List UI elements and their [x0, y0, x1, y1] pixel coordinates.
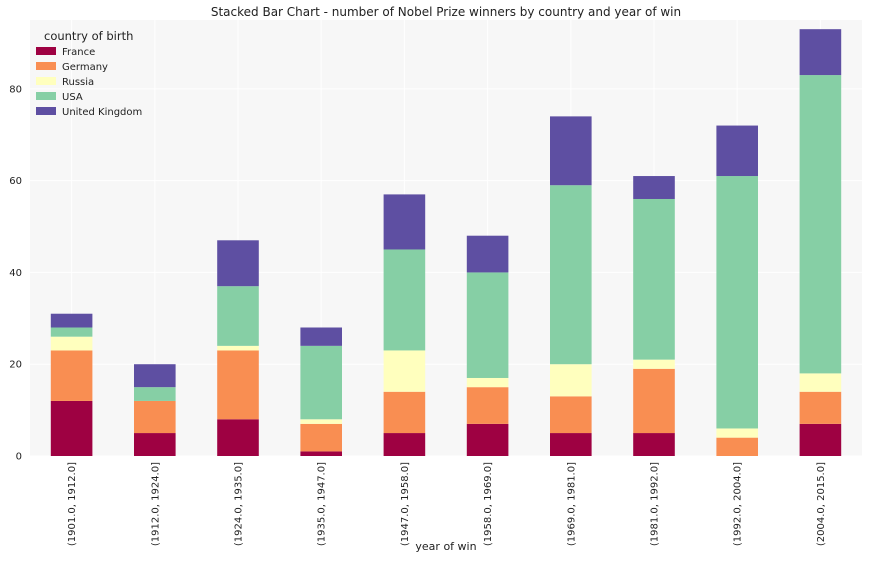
bar-united-kingdom-7 — [633, 176, 675, 199]
bar-france-6 — [550, 433, 592, 456]
bar-usa-9 — [799, 75, 842, 374]
bar-germany-1 — [134, 400, 176, 434]
x-tick-label: (1935.0, 1947.0] — [317, 462, 328, 546]
legend: country of birth France Germany Russia USA U… — [36, 29, 142, 118]
bar-germany-4 — [383, 391, 426, 434]
legend-label: USA — [62, 92, 83, 103]
bar-usa-7 — [633, 198, 675, 360]
bar-usa-3 — [300, 345, 342, 420]
bar-germany-9 — [799, 391, 842, 424]
bar-usa-5 — [466, 272, 509, 378]
bar-usa-6 — [550, 185, 592, 365]
legend-label: France — [62, 47, 95, 58]
bars — [50, 29, 842, 456]
bar-united-kingdom-6 — [550, 116, 592, 186]
x-tick-labels: (1901.0, 1912.0] (1912.0, 1924.0] (1924.0,… — [67, 462, 827, 546]
bar-russia-9 — [799, 373, 842, 392]
x-tick-label: (1981.0, 1992.0] — [650, 462, 661, 546]
y-tick-label: 0 — [16, 452, 22, 463]
bar-germany-5 — [466, 387, 509, 424]
bar-usa-4 — [383, 249, 426, 351]
bar-usa-2 — [217, 286, 259, 346]
bar-russia-0 — [50, 336, 93, 351]
bar-russia-7 — [633, 359, 675, 369]
bar-united-kingdom-5 — [466, 235, 509, 273]
y-tick-label: 60 — [9, 176, 22, 187]
legend-title: country of birth — [44, 29, 133, 43]
bar-usa-1 — [134, 387, 176, 401]
bar-russia-4 — [383, 350, 426, 392]
bar-russia-2 — [217, 345, 259, 351]
bar-germany-6 — [550, 396, 592, 434]
bar-united-kingdom-1 — [134, 364, 176, 388]
bar-germany-0 — [50, 350, 93, 401]
bar-france-9 — [799, 423, 842, 456]
legend-swatch — [36, 47, 56, 55]
bar-germany-3 — [300, 423, 342, 452]
legend-swatch — [36, 92, 56, 100]
x-tick-label: (1969.0, 1981.0] — [566, 462, 577, 546]
bar-united-kingdom-3 — [300, 327, 342, 346]
bar-germany-8 — [716, 437, 758, 456]
legend-swatch — [36, 107, 56, 115]
x-tick-label: (1992.0, 2004.0] — [733, 462, 744, 546]
bar-united-kingdom-0 — [50, 313, 93, 328]
y-tick-labels: 0 20 40 60 80 — [9, 84, 22, 462]
bar-germany-7 — [633, 368, 675, 434]
y-tick-label: 80 — [9, 84, 22, 95]
bar-united-kingdom-2 — [217, 240, 259, 287]
chart-title: Stacked Bar Chart - number of Nobel Priz… — [211, 5, 681, 19]
y-tick-label: 20 — [9, 360, 22, 371]
bar-france-2 — [217, 419, 259, 456]
bar-usa-8 — [716, 176, 758, 429]
x-tick-label: (1912.0, 1924.0] — [150, 462, 161, 546]
bar-france-5 — [466, 423, 509, 456]
legend-label: Germany — [62, 62, 108, 73]
x-tick-label: (1947.0, 1958.0] — [400, 462, 411, 546]
x-axis-label: year of win — [415, 540, 476, 553]
x-tick-label: (2004.0, 2015.0] — [816, 462, 827, 546]
bar-russia-8 — [716, 428, 758, 438]
y-tick-label: 40 — [9, 268, 22, 279]
bar-france-1 — [134, 433, 176, 456]
bar-germany-2 — [217, 350, 259, 420]
x-tick-label: (1901.0, 1912.0] — [67, 462, 78, 546]
bar-russia-3 — [300, 419, 342, 424]
bar-france-4 — [383, 433, 426, 456]
bar-france-0 — [50, 400, 93, 456]
bar-united-kingdom-9 — [799, 29, 842, 76]
bar-russia-5 — [466, 377, 509, 388]
legend-label: Russia — [62, 77, 94, 88]
bar-russia-6 — [550, 364, 592, 397]
legend-label: United Kingdom — [62, 107, 142, 118]
bar-united-kingdom-4 — [383, 194, 426, 250]
bar-france-3 — [300, 451, 342, 456]
bar-usa-0 — [50, 327, 93, 337]
legend-swatch — [36, 77, 56, 85]
bar-france-7 — [633, 433, 675, 456]
x-tick-label: (1958.0, 1969.0] — [483, 462, 494, 546]
bar-united-kingdom-8 — [716, 125, 758, 177]
legend-swatch — [36, 62, 56, 70]
x-tick-label: (1924.0, 1935.0] — [234, 462, 245, 546]
